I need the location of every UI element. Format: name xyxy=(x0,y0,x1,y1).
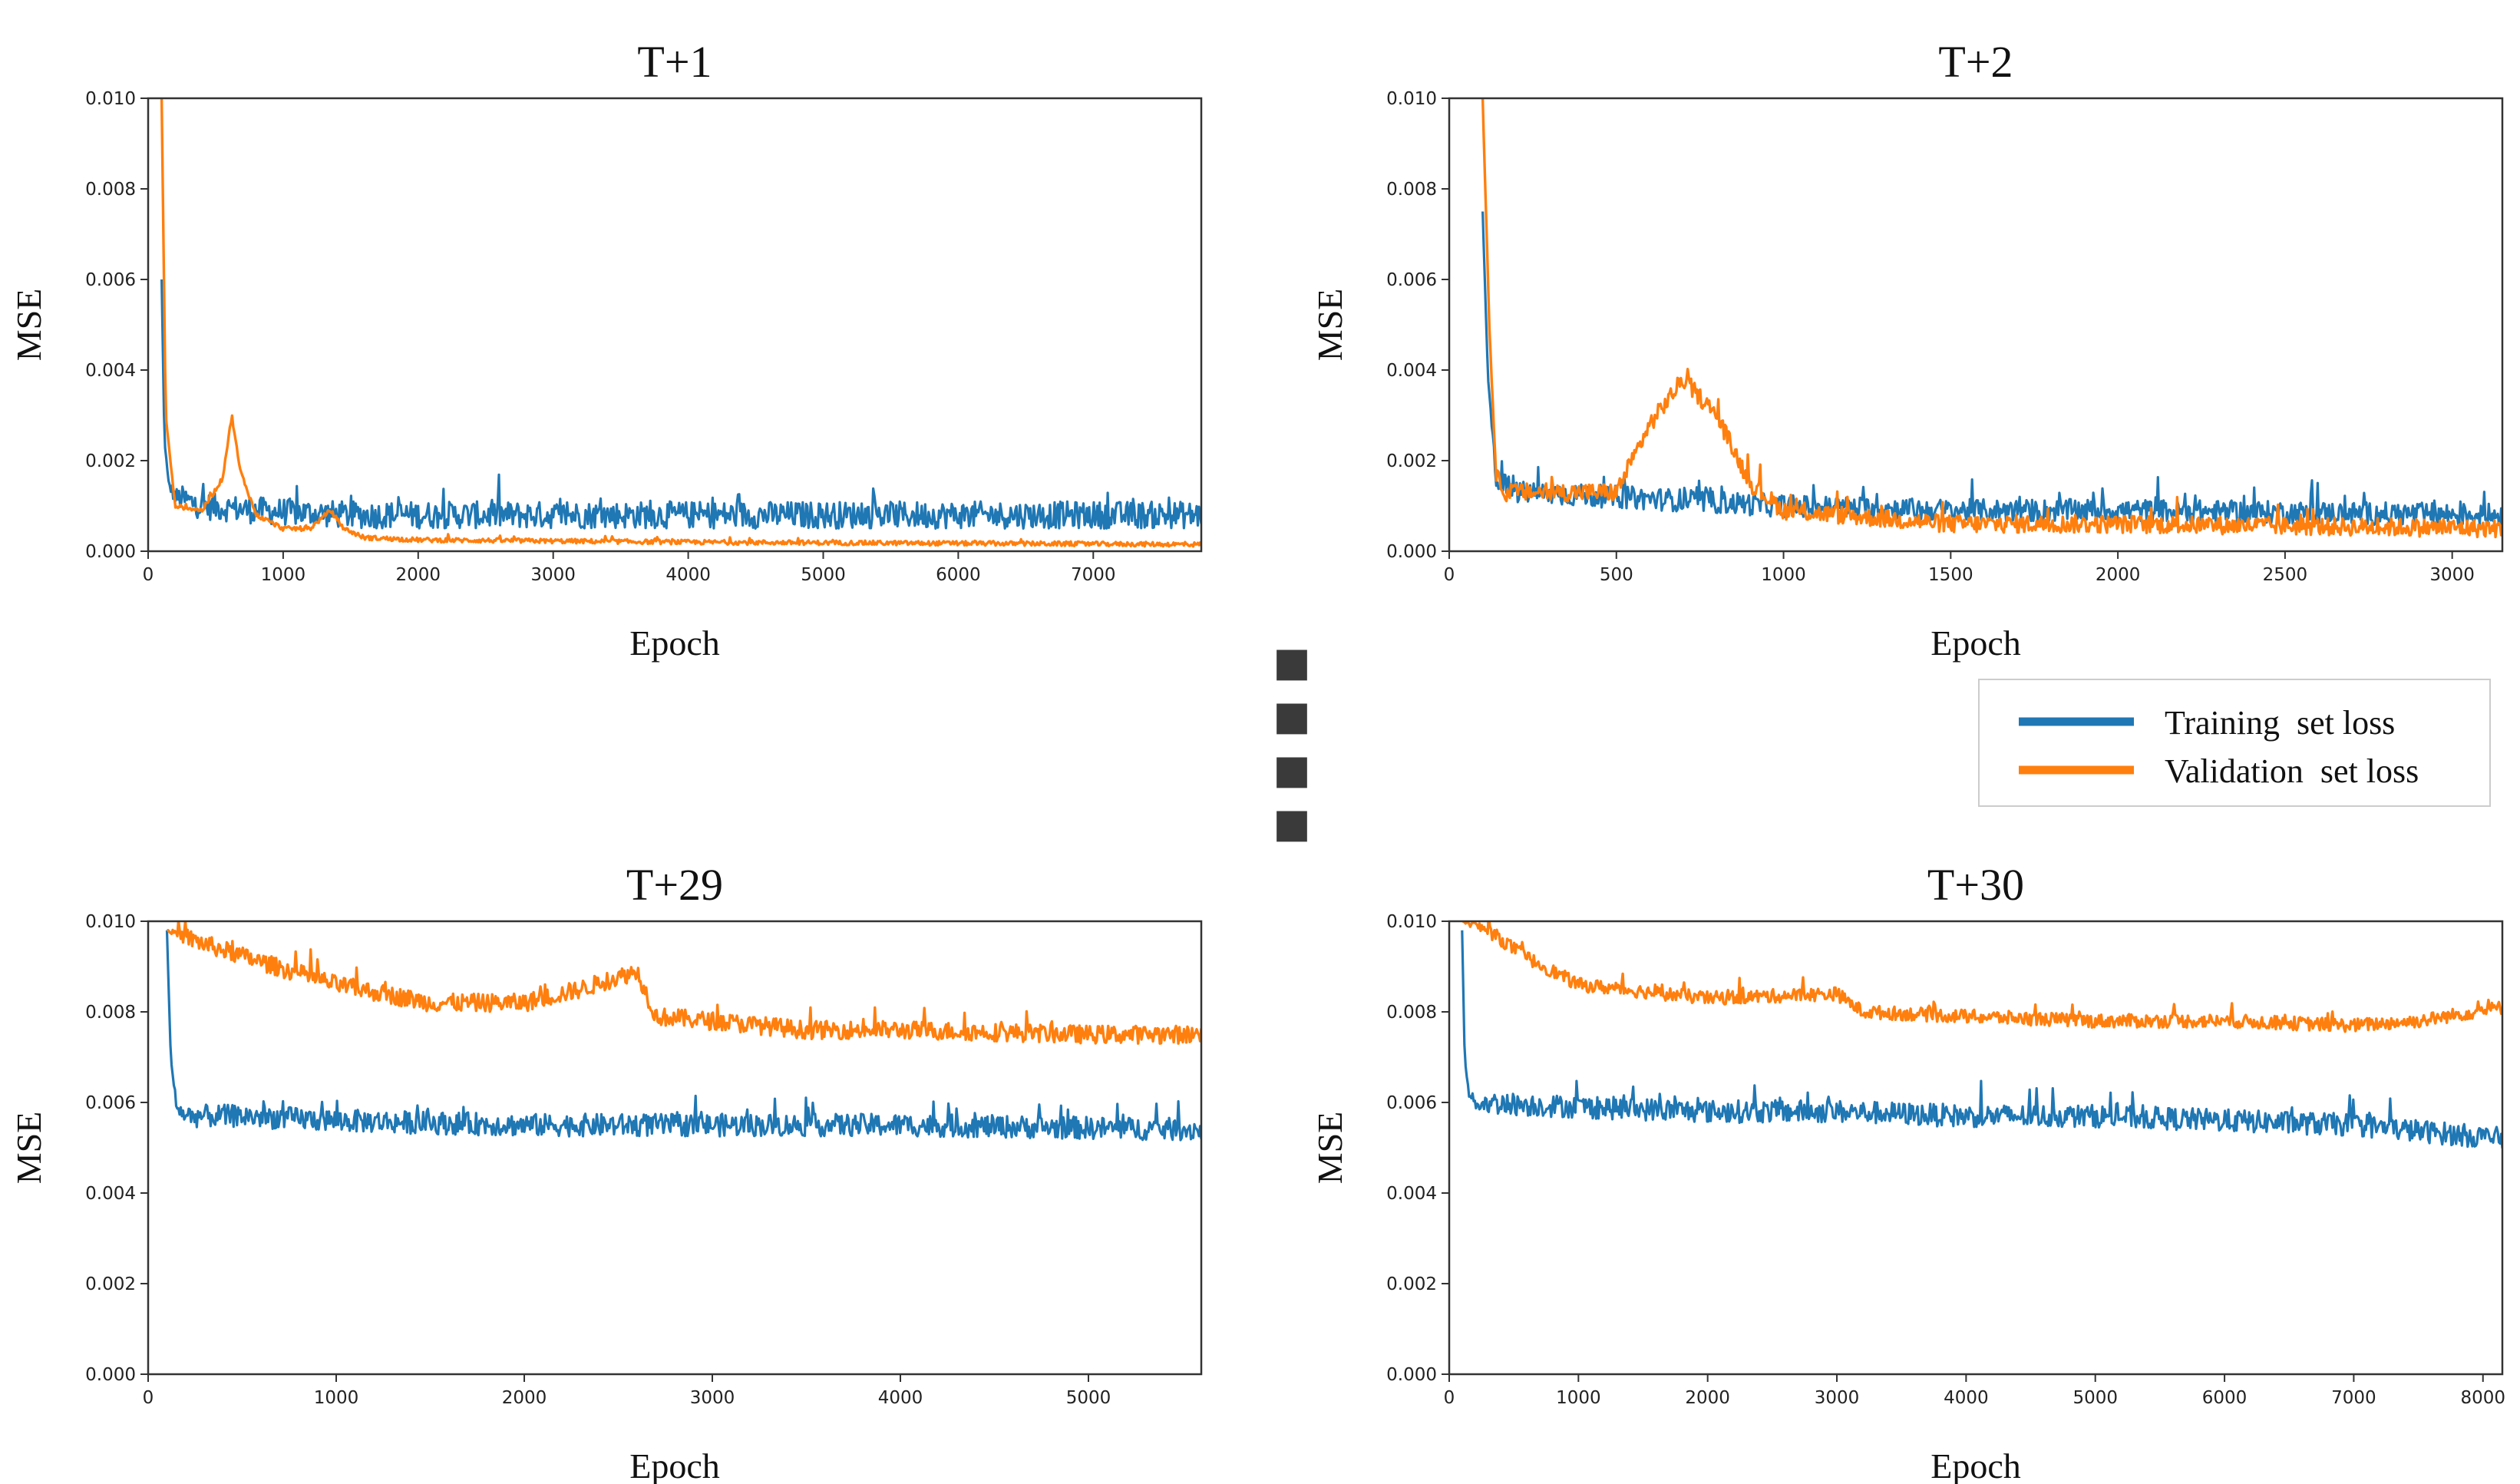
separator-dot-4: ■ xyxy=(1273,801,1310,847)
y-axis-label: MSE xyxy=(1310,1112,1349,1185)
plot-frame xyxy=(1448,97,2504,553)
x-tick-label: 6000 xyxy=(2202,1388,2248,1408)
x-tick-label: 5000 xyxy=(1066,1388,1111,1408)
x-axis-label: Epoch xyxy=(1930,1446,2021,1484)
x-tick-label: 3000 xyxy=(1815,1388,1860,1408)
y-tick-label: 0.006 xyxy=(85,1093,136,1113)
y-axis-label: MSE xyxy=(9,289,48,362)
y-tick-label: 0.000 xyxy=(85,542,136,562)
series-validation-line xyxy=(167,921,1201,1045)
plot-frame xyxy=(1448,920,2504,1376)
plot-frame xyxy=(147,97,1203,553)
y-tick-label: 0.004 xyxy=(85,361,136,381)
y-axis-label: MSE xyxy=(1310,289,1349,362)
y-tick-label: 0.008 xyxy=(1386,1003,1437,1023)
y-tick-label: 0.008 xyxy=(85,180,136,200)
legend-label-validation: Validation set loss xyxy=(2165,752,2419,790)
y-tick-label: 0.002 xyxy=(85,451,136,471)
x-tick-label: 2500 xyxy=(2263,565,2308,585)
y-tick-label: 0.004 xyxy=(1386,361,1437,381)
x-tick-label: 5000 xyxy=(801,565,846,585)
x-tick-label: 4000 xyxy=(1944,1388,1989,1408)
y-tick-label: 0.006 xyxy=(1386,270,1437,290)
y-tick-label: 0.004 xyxy=(1386,1184,1437,1204)
x-tick-label: 0 xyxy=(1444,1388,1455,1408)
y-tick-label: 0.010 xyxy=(85,89,136,109)
chart-title: T+1 xyxy=(637,37,712,87)
x-tick-label: 3000 xyxy=(2429,565,2475,585)
x-tick-label: 3000 xyxy=(530,565,576,585)
y-tick-label: 0.006 xyxy=(85,270,136,290)
chart-title: T+29 xyxy=(626,860,723,910)
x-tick-label: 1000 xyxy=(1556,1388,1601,1408)
x-tick-label: 3000 xyxy=(690,1388,735,1408)
y-tick-label: 0.002 xyxy=(1386,451,1437,471)
y-tick-label: 0.010 xyxy=(85,912,136,932)
y-tick-label: 0.010 xyxy=(1386,912,1437,932)
series-training-line xyxy=(1461,930,2502,1149)
separator-dot-3: ■ xyxy=(1273,747,1310,793)
legend-box xyxy=(1978,679,2491,807)
y-tick-label: 0.006 xyxy=(1386,1093,1437,1113)
x-tick-label: 1000 xyxy=(314,1388,359,1408)
y-tick-label: 0.008 xyxy=(85,1003,136,1023)
legend: Training set loss Validation set loss xyxy=(1978,679,2491,807)
x-tick-label: 7000 xyxy=(1071,565,1116,585)
x-tick-label: 1000 xyxy=(1761,565,1806,585)
x-tick-label: 0 xyxy=(143,565,154,585)
y-tick-label: 0.000 xyxy=(1386,1365,1437,1385)
x-tick-label: 2000 xyxy=(2096,565,2141,585)
separator-dot-2: ■ xyxy=(1273,693,1310,739)
chart-panel-2: T+2 Epoch MSE 0.000 0.002 0.004 0.006 0.008 0.01… xyxy=(1310,37,2504,663)
charts-layer: T+1 Epoch MSE 0.000 0.002 0.004 0.006 0.008 0.01… xyxy=(9,37,2505,1484)
x-tick-label: 4000 xyxy=(878,1388,923,1408)
plot-frame xyxy=(147,920,1203,1376)
series-validation-line xyxy=(160,98,1201,548)
x-tick-label: 5000 xyxy=(2072,1388,2118,1408)
chart-panel-4: T+30 Epoch MSE 0.000 0.002 0.004 0.006 0.008 0.0… xyxy=(1310,860,2505,1484)
separator-dot-1: ■ xyxy=(1273,640,1310,686)
x-tick-label: 1500 xyxy=(1928,565,1973,585)
separator: ■ ■ ■ ■ xyxy=(1273,640,1310,847)
x-axis-label: Epoch xyxy=(1930,623,2021,663)
series-training-line xyxy=(165,930,1201,1142)
legend-label-training: Training set loss xyxy=(2165,704,2395,742)
x-tick-label: 0 xyxy=(143,1388,154,1408)
x-tick-label: 1000 xyxy=(261,565,306,585)
x-tick-label: 0 xyxy=(1444,565,1455,585)
y-tick-label: 0.000 xyxy=(85,1365,136,1385)
y-tick-label: 0.004 xyxy=(85,1184,136,1204)
chart-panel-1: T+1 Epoch MSE 0.000 0.002 0.004 0.006 0.008 0.01… xyxy=(9,37,1203,663)
y-tick-label: 0.002 xyxy=(1386,1274,1437,1294)
x-tick-label: 6000 xyxy=(936,565,981,585)
series-validation-line xyxy=(1461,921,2502,1033)
y-tick-label: 0.000 xyxy=(1386,542,1437,562)
y-tick-label: 0.002 xyxy=(85,1274,136,1294)
chart-title: T+30 xyxy=(1927,860,2024,910)
x-tick-label: 8000 xyxy=(2460,1388,2505,1408)
x-tick-label: 7000 xyxy=(2331,1388,2376,1408)
y-tick-label: 0.010 xyxy=(1386,89,1437,109)
x-tick-label: 2000 xyxy=(1685,1388,1730,1408)
series-training-line xyxy=(1481,211,2502,527)
series-training-line xyxy=(160,279,1201,530)
x-axis-label: Epoch xyxy=(629,623,720,663)
series-validation-line xyxy=(1481,98,2502,539)
x-tick-label: 500 xyxy=(1600,565,1633,585)
x-axis-label: Epoch xyxy=(629,1446,720,1484)
chart-title: T+2 xyxy=(1938,37,2013,87)
x-tick-label: 4000 xyxy=(666,565,711,585)
chart-panel-3: T+29 Epoch MSE 0.000 0.002 0.004 0.006 0.008 0.0… xyxy=(9,860,1203,1484)
x-tick-label: 2000 xyxy=(396,565,441,585)
x-tick-label: 2000 xyxy=(502,1388,547,1408)
y-axis-label: MSE xyxy=(9,1112,48,1185)
y-tick-label: 0.008 xyxy=(1386,180,1437,200)
